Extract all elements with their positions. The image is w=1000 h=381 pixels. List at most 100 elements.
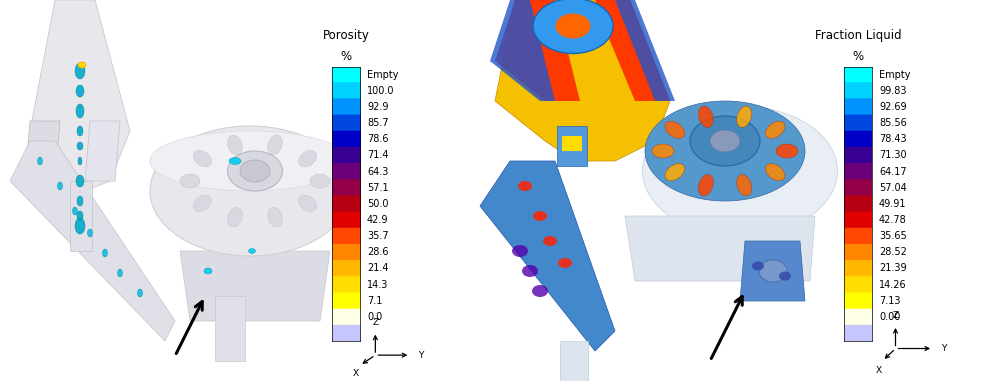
Ellipse shape [228,207,242,227]
Ellipse shape [532,285,548,297]
Text: 28.6: 28.6 [367,247,389,257]
Text: 71.30: 71.30 [879,150,907,160]
Polygon shape [10,141,175,341]
Polygon shape [30,0,130,191]
Text: 7.1: 7.1 [367,296,382,306]
Ellipse shape [77,126,83,136]
Ellipse shape [77,142,83,150]
Ellipse shape [779,272,791,280]
Bar [560,341,588,381]
Ellipse shape [533,211,547,221]
Text: 92.9: 92.9 [367,102,389,112]
Text: 21.4: 21.4 [367,263,389,274]
Text: 92.69: 92.69 [879,102,907,112]
Text: 14.26: 14.26 [879,280,907,290]
Text: 28.52: 28.52 [879,247,907,257]
Text: 100.0: 100.0 [367,86,395,96]
Ellipse shape [78,157,82,165]
Ellipse shape [645,101,805,201]
Text: 21.39: 21.39 [879,263,907,274]
Ellipse shape [240,160,270,182]
Text: %: % [852,50,864,63]
Text: 85.56: 85.56 [879,118,907,128]
Ellipse shape [556,13,590,38]
Polygon shape [740,241,805,301]
Ellipse shape [522,265,538,277]
Ellipse shape [698,106,713,128]
Ellipse shape [752,261,764,271]
Ellipse shape [75,218,85,234]
Text: 71.4: 71.4 [367,150,389,160]
Bar [562,136,582,151]
Ellipse shape [77,196,83,206]
Polygon shape [495,0,580,101]
Polygon shape [180,251,330,321]
Ellipse shape [248,248,256,253]
Ellipse shape [204,268,212,274]
Ellipse shape [150,126,350,256]
Ellipse shape [193,150,211,167]
Text: 49.91: 49.91 [879,199,906,209]
Ellipse shape [299,150,317,167]
Ellipse shape [737,174,752,196]
Bar [70,181,92,251]
Ellipse shape [77,211,83,221]
Text: Porosity: Porosity [323,29,369,42]
Bar [557,126,587,166]
Ellipse shape [299,195,317,211]
Ellipse shape [665,121,685,138]
Ellipse shape [533,0,613,53]
Ellipse shape [76,175,84,187]
Ellipse shape [518,181,532,191]
Text: 35.65: 35.65 [879,231,907,241]
Ellipse shape [652,144,674,158]
Text: 64.3: 64.3 [367,166,388,176]
Ellipse shape [710,130,740,152]
Text: Y: Y [941,344,947,353]
Polygon shape [480,161,615,351]
Ellipse shape [103,249,108,257]
Ellipse shape [193,195,211,211]
Bar [215,296,245,361]
Polygon shape [490,0,555,101]
Ellipse shape [229,157,241,165]
Ellipse shape [38,157,42,165]
Ellipse shape [558,258,572,268]
Ellipse shape [118,269,122,277]
Polygon shape [25,121,60,181]
Text: Empty: Empty [879,70,910,80]
Ellipse shape [75,63,85,79]
Text: X: X [876,366,882,375]
Text: Y: Y [418,351,423,360]
Text: 42.78: 42.78 [879,215,907,225]
Text: 78.43: 78.43 [879,134,907,144]
Ellipse shape [698,174,713,196]
Text: 99.83: 99.83 [879,86,906,96]
Text: 64.17: 64.17 [879,166,907,176]
Ellipse shape [268,207,282,227]
Polygon shape [625,216,815,281]
Ellipse shape [150,131,350,191]
Text: Fraction Liquid: Fraction Liquid [815,29,901,42]
Text: 0.00: 0.00 [879,312,900,322]
Text: 42.9: 42.9 [367,215,389,225]
Text: 35.7: 35.7 [367,231,389,241]
Ellipse shape [138,289,143,297]
Ellipse shape [310,174,330,188]
Ellipse shape [759,260,787,282]
Polygon shape [85,121,120,181]
Text: 7.13: 7.13 [879,296,900,306]
Text: 14.3: 14.3 [367,280,388,290]
Ellipse shape [776,144,798,158]
Text: 78.6: 78.6 [367,134,389,144]
Text: Z: Z [892,311,899,320]
Ellipse shape [58,182,62,190]
Polygon shape [595,0,670,101]
Text: 57.04: 57.04 [879,183,907,193]
Ellipse shape [765,121,785,138]
Ellipse shape [76,104,84,118]
Ellipse shape [180,174,200,188]
Text: 85.7: 85.7 [367,118,389,128]
Text: 0.0: 0.0 [367,312,382,322]
Ellipse shape [690,116,760,166]
